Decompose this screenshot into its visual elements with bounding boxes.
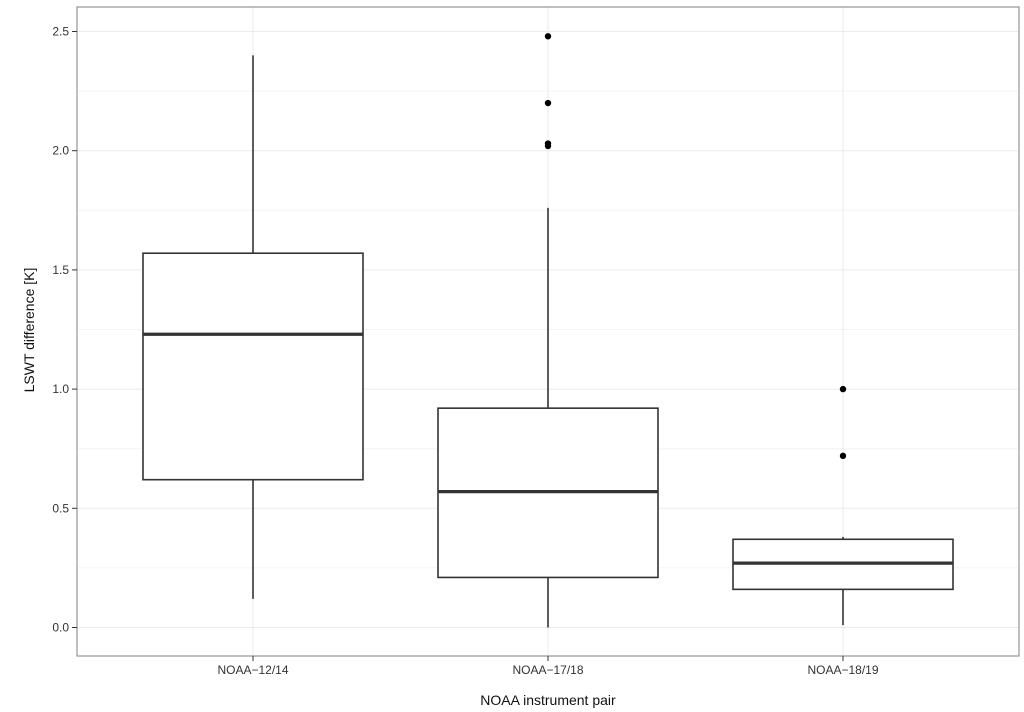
outlier-point: [839, 452, 847, 460]
y-axis-title: LSWT difference [K]: [21, 268, 37, 393]
boxes: [142, 33, 954, 628]
y-tick-label: 2.5: [52, 25, 69, 39]
y-tick-label: 0.0: [52, 621, 69, 635]
box-1: [142, 55, 364, 599]
x-tick-label: NOAA−17/18: [512, 663, 583, 677]
outlier-point: [544, 140, 552, 147]
x-axis-title: NOAA instrument pair: [480, 692, 616, 708]
y-tick-label: 1.0: [52, 382, 69, 396]
outlier-point: [544, 33, 552, 40]
box-iqr: [142, 252, 364, 481]
x-tick-label: NOAA−12/14: [217, 663, 288, 677]
y-axis: 0.0 0.5 1.0 1.5 2.0 2.5: [52, 25, 77, 635]
y-tick-label: 0.5: [52, 501, 69, 515]
outlier-point: [544, 99, 552, 107]
box-3: [732, 385, 954, 626]
x-axis: NOAA−12/14 NOAA−17/18 NOAA−18/19: [217, 656, 879, 677]
y-tick-label: 2.0: [52, 144, 69, 158]
box-2: [437, 33, 659, 628]
y-tick-label: 1.5: [52, 263, 69, 277]
outlier-point: [839, 385, 847, 393]
x-tick-label: NOAA−18/19: [807, 663, 878, 677]
